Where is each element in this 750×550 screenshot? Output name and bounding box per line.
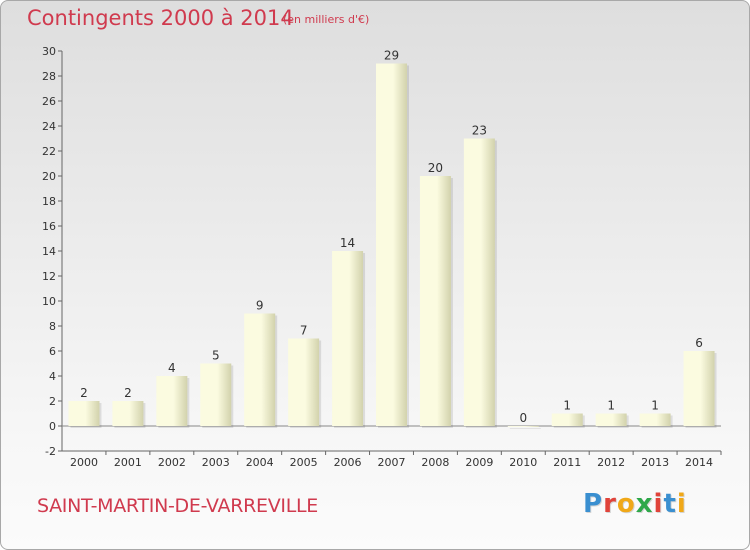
chart-bars <box>68 63 717 429</box>
logo-letter: o <box>616 489 636 519</box>
logo-letter: t <box>663 489 677 519</box>
x-tick-label-2009: 2009 <box>465 456 493 469</box>
proxiti-logo[interactable]: Proxiti <box>583 489 687 519</box>
logo-letter: i <box>653 489 664 519</box>
bar-2002 <box>156 376 188 426</box>
y-tick-label: 20 <box>42 170 56 183</box>
chart-title: Contingents 2000 à 2014 <box>27 6 294 30</box>
y-tick-label: 18 <box>42 195 56 208</box>
y-tick-label: 26 <box>42 95 56 108</box>
y-tick-label: 16 <box>42 220 56 233</box>
data-label-2009: 23 <box>472 124 487 138</box>
chart-data-labels: 2 2 4 5 9 7 14 29 20 23 0 1 1 1 6 <box>80 49 703 426</box>
data-label-2006: 14 <box>340 236 355 250</box>
data-label-2007: 29 <box>384 49 399 63</box>
bar-2004 <box>244 313 276 426</box>
y-tick-label: 0 <box>49 420 56 433</box>
data-label-2014: 6 <box>695 336 703 350</box>
y-tick-label: 10 <box>42 295 56 308</box>
x-tick-label-2001: 2001 <box>114 456 142 469</box>
y-tick-label: -2 <box>45 445 56 458</box>
y-tick-label: 2 <box>49 395 56 408</box>
x-tick-label-2011: 2011 <box>553 456 581 469</box>
data-label-2011: 1 <box>563 399 571 413</box>
data-label-2001: 2 <box>124 386 132 400</box>
y-tick-label: 8 <box>49 320 56 333</box>
logo-letter: i <box>676 489 687 519</box>
data-label-2005: 7 <box>300 324 308 338</box>
bar-2013 <box>639 413 671 426</box>
y-tick-label: 4 <box>49 370 56 383</box>
y-tick-label: 28 <box>42 70 56 83</box>
bar-2008 <box>419 176 451 426</box>
x-tick-label-2005: 2005 <box>290 456 318 469</box>
commune-name: SAINT-MARTIN-DE-VARREVILLE <box>37 495 318 517</box>
data-label-2013: 1 <box>651 399 659 413</box>
data-label-2008: 20 <box>428 161 443 175</box>
bar-2007 <box>376 63 407 426</box>
data-label-2010: 0 <box>519 411 527 425</box>
bar-shadow <box>509 428 541 429</box>
data-label-2003: 5 <box>212 349 220 363</box>
logo-letter: x <box>635 489 654 519</box>
x-tick-label-2010: 2010 <box>509 456 537 469</box>
logo-letter: P <box>583 489 604 519</box>
y-tick-label: 24 <box>42 120 56 133</box>
x-tick-label-2002: 2002 <box>158 456 186 469</box>
x-tick-label-2003: 2003 <box>202 456 230 469</box>
bar-2005 <box>288 338 320 426</box>
x-tick-label-2008: 2008 <box>421 456 449 469</box>
x-tick-label-2013: 2013 <box>641 456 669 469</box>
chart-subtitle: (en milliers d'€) <box>283 13 370 26</box>
bar-2009 <box>463 138 495 426</box>
bar-2003 <box>200 363 232 426</box>
y-tick-label: 12 <box>42 270 56 283</box>
x-tick-label-2006: 2006 <box>334 456 362 469</box>
bar-2011 <box>551 413 583 426</box>
x-tick-label-2012: 2012 <box>597 456 625 469</box>
data-label-2002: 4 <box>168 361 176 375</box>
x-tick-label-2000: 2000 <box>70 456 98 469</box>
y-tick-label: 22 <box>42 145 56 158</box>
data-label-2012: 1 <box>607 399 615 413</box>
data-label-2000: 2 <box>80 386 88 400</box>
bar-2006 <box>332 251 364 426</box>
y-tick-label: 30 <box>42 45 56 58</box>
bar-2014 <box>683 351 715 426</box>
bar-2012 <box>595 413 627 426</box>
bar-2001 <box>112 401 144 426</box>
x-tick-label-2007: 2007 <box>378 456 406 469</box>
x-tick-label-2014: 2014 <box>685 456 713 469</box>
bar-2010 <box>507 426 539 427</box>
y-tick-label: 6 <box>49 345 56 358</box>
x-tick-label-2004: 2004 <box>246 456 274 469</box>
y-tick-label: 14 <box>42 245 56 258</box>
logo-letter: r <box>603 489 617 519</box>
data-label-2004: 9 <box>256 299 264 313</box>
bar-2000 <box>68 401 100 426</box>
